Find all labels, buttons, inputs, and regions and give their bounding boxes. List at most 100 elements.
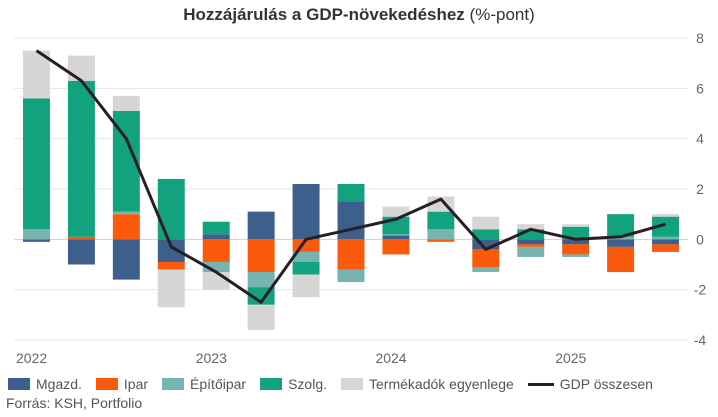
gdp-line <box>35 49 666 304</box>
bar-termekadok <box>562 224 590 227</box>
legend-item: GDP összesen <box>527 376 653 392</box>
chart-title-unit: (%-pont) <box>469 5 535 24</box>
bar-epitoipar <box>472 267 500 273</box>
bar-mgazd <box>607 239 635 247</box>
legend-item: Szolg. <box>260 376 327 392</box>
bar-ipar <box>517 244 545 247</box>
x-year-label: 2025 <box>555 350 586 366</box>
bar-ipar <box>112 214 140 240</box>
bar-mgazd <box>472 239 500 250</box>
bar-epitoipar <box>652 236 680 240</box>
bar-termekadok <box>382 206 410 217</box>
bar-epitoipar <box>382 234 410 236</box>
bar-ipar <box>67 236 95 240</box>
bar-ipar <box>652 244 680 252</box>
bar-termekadok <box>22 50 50 99</box>
legend-line-swatch <box>527 382 554 386</box>
y-tick-label: 6 <box>696 80 704 96</box>
bar-mgazd <box>157 239 185 262</box>
legend-label: Ipar <box>123 376 149 392</box>
source-note: Forrás: KSH, Portfolio <box>6 395 143 411</box>
bar-szolg <box>517 229 545 240</box>
bar-termekadok <box>247 304 275 330</box>
bar-epitoipar <box>202 261 230 273</box>
bar-szolg <box>652 216 680 237</box>
bar-szolg <box>472 229 500 240</box>
bar-termekadok <box>652 214 680 217</box>
bar-szolg <box>157 178 185 240</box>
axis-layer: -4 -2 0 2 4 6 8 2022 2023 2024 2025 <box>16 30 706 366</box>
bar-mgazd <box>382 235 410 240</box>
line-layer <box>35 49 666 304</box>
bar-ipar <box>157 261 185 270</box>
bar-ipar <box>562 244 590 255</box>
bar-szolg <box>67 80 95 237</box>
legend-label: Építőipar <box>190 376 247 392</box>
x-year-label: 2022 <box>16 350 47 366</box>
legend-swatch <box>162 378 185 390</box>
bar-termekadok <box>517 224 545 230</box>
bar-szolg <box>562 226 590 240</box>
y-tick-label: -4 <box>694 332 707 348</box>
bar-ipar <box>202 239 230 262</box>
bar-ipar <box>607 246 635 273</box>
bar-epitoipar <box>517 246 545 257</box>
chart-title: Hozzájárulás a GDP-növekedéshez (%-pont) <box>0 5 718 25</box>
chart-title-main: Hozzájárulás a GDP-növekedéshez <box>183 5 465 24</box>
bar-mgazd <box>517 239 545 245</box>
bar-ipar <box>427 239 455 242</box>
bar-epitoipar <box>562 254 590 257</box>
bar-epitoipar <box>112 211 140 215</box>
bar-termekadok <box>202 272 230 290</box>
bar-szolg <box>202 221 230 235</box>
bar-layer <box>22 50 680 330</box>
legend-label: Mgazd. <box>36 376 82 392</box>
bar-szolg <box>22 98 50 230</box>
legend-label: Szolg. <box>288 376 328 392</box>
bar-mgazd <box>652 239 680 245</box>
legend-swatch <box>260 378 283 390</box>
legend-label: GDP összesen <box>559 376 653 392</box>
bar-termekadok <box>292 274 320 298</box>
bar-epitoipar <box>337 269 365 283</box>
bar-mgazd <box>337 201 365 240</box>
bar-termekadok <box>157 269 185 308</box>
x-year-label: 2023 <box>196 350 227 366</box>
bar-mgazd <box>22 239 50 242</box>
bar-mgazd <box>247 211 275 240</box>
bar-szolg <box>292 261 320 275</box>
bar-ipar <box>337 239 365 270</box>
bar-epitoipar <box>247 272 275 288</box>
bar-szolg <box>607 214 635 237</box>
legend-item: Építőipar <box>162 376 246 392</box>
bar-mgazd <box>202 234 230 240</box>
bar-termekadok <box>472 216 500 230</box>
bar-termekadok <box>112 95 140 111</box>
bar-epitoipar <box>22 229 50 240</box>
x-year-label: 2024 <box>375 350 406 366</box>
legend: Mgazd. Ipar Építőipar Szolg. Termékadók egye… <box>8 374 718 394</box>
y-tick-label: 0 <box>696 231 704 247</box>
bar-mgazd <box>562 239 590 245</box>
legend-swatch <box>8 378 30 390</box>
y-tick-label: 2 <box>696 181 704 197</box>
bar-epitoipar <box>292 251 320 262</box>
bar-mgazd <box>112 239 140 280</box>
y-tick-label: 4 <box>696 131 704 147</box>
legend-item: Ipar <box>95 376 149 392</box>
bar-mgazd <box>292 183 320 240</box>
legend-label: Termékadók egyenlege <box>369 376 514 392</box>
legend-swatch <box>95 378 118 390</box>
bar-ipar <box>247 239 275 273</box>
bar-ipar <box>382 239 410 255</box>
y-tick-label: 8 <box>696 30 704 46</box>
legend-item: Mgazd. <box>8 376 82 392</box>
bar-ipar <box>472 249 500 268</box>
bar-termekadok <box>67 55 95 81</box>
bar-szolg <box>427 211 455 230</box>
bar-epitoipar <box>427 229 455 240</box>
legend-item: Termékadók egyenlege <box>341 376 514 392</box>
bar-mgazd <box>67 239 95 265</box>
y-tick-label: -2 <box>694 282 707 298</box>
